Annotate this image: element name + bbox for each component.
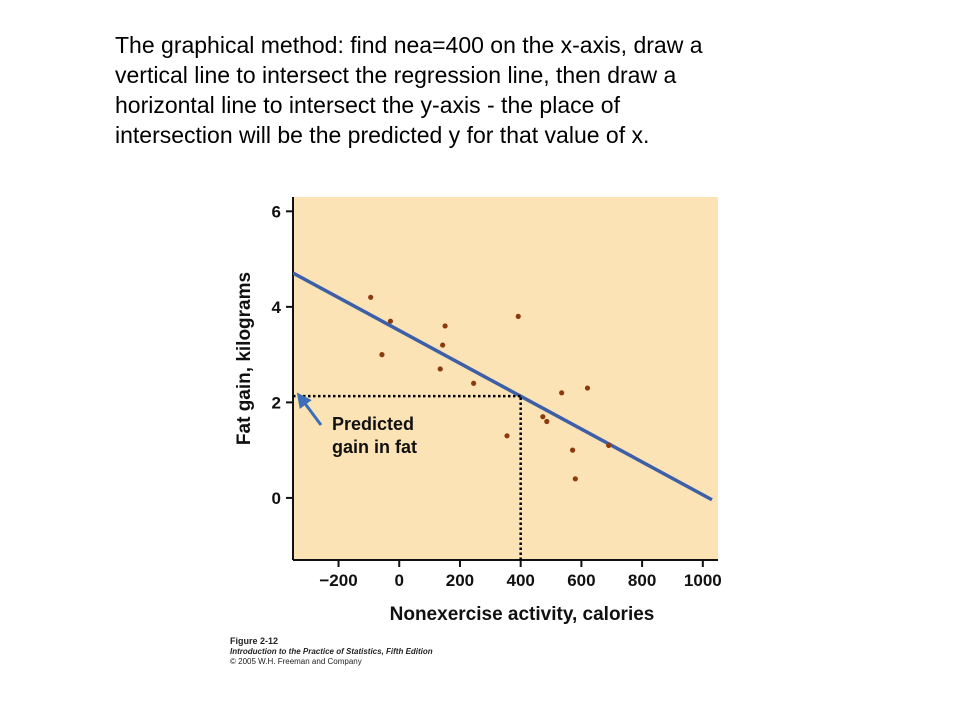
data-point — [442, 323, 448, 329]
slide-text-line: The graphical method: find nea=400 on th… — [115, 32, 703, 58]
annotation-label: Predicted — [332, 414, 414, 434]
x-tick-label: 400 — [506, 571, 534, 590]
slide-text-line: intersection will be the predicted y for… — [115, 122, 650, 148]
slide-text: The graphical method: find nea=400 on th… — [115, 30, 815, 150]
data-point — [572, 476, 578, 482]
data-point — [515, 313, 521, 320]
plot-area — [293, 197, 718, 560]
data-point — [540, 414, 546, 420]
regression-line — [293, 271, 713, 502]
x-tick-label: 800 — [628, 571, 656, 590]
x-tick-label: −200 — [319, 571, 357, 590]
annotation-label: gain in fat — [332, 437, 417, 457]
data-point — [504, 433, 510, 439]
data-point — [544, 418, 550, 425]
data-point — [584, 385, 591, 391]
data-point — [606, 442, 612, 448]
slide-text-line: horizontal line to intersect the y-axis … — [115, 92, 620, 118]
y-tick-label: 6 — [272, 202, 281, 221]
x-tick-label: 0 — [395, 571, 404, 590]
data-point — [440, 342, 446, 348]
data-point — [569, 447, 576, 453]
annotation-arrow — [296, 392, 323, 426]
data-point — [471, 380, 477, 386]
data-point — [368, 294, 374, 300]
data-point — [559, 390, 565, 396]
slide-text-line: vertical line to intersect the regressio… — [115, 62, 677, 88]
figure-number: Figure 2-12 — [230, 636, 279, 646]
x-tick-label: 200 — [446, 571, 474, 590]
x-tick-label: 600 — [567, 571, 595, 590]
x-tick-label: 1000 — [684, 571, 722, 590]
y-tick-label: 2 — [272, 393, 281, 412]
data-point — [437, 366, 443, 372]
book-title: Introduction to the Practice of Statisti… — [230, 647, 433, 656]
y-axis-title: Fat gain, kilograms — [234, 272, 255, 445]
copyright-notice: © 2005 W.H. Freeman and Company — [230, 657, 362, 666]
y-tick-label: 0 — [272, 489, 281, 508]
data-point — [387, 318, 394, 324]
x-axis-title: Nonexercise activity, calories — [390, 604, 655, 625]
y-tick-label: 4 — [272, 298, 282, 317]
figure-credit: Figure 2-12 Introduction to the Practice… — [230, 636, 433, 667]
data-point — [379, 352, 385, 358]
